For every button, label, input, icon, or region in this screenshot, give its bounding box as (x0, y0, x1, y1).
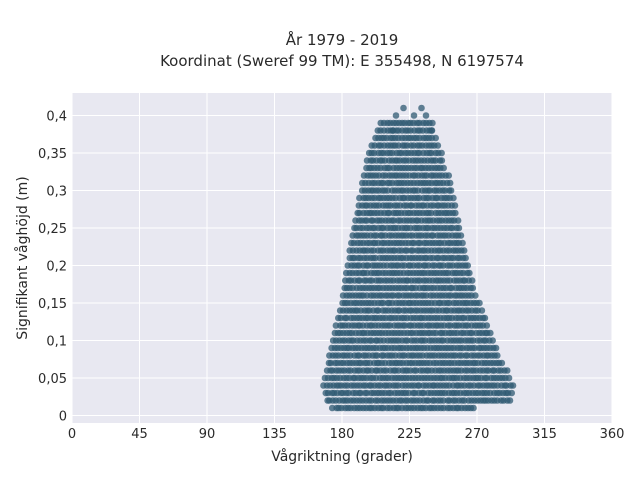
data-point (432, 134, 439, 142)
data-point (451, 202, 459, 209)
x-tick-label: 315 (532, 427, 557, 442)
x-tick-label: 90 (199, 427, 216, 442)
data-point (489, 337, 496, 344)
x-tick-label: 180 (330, 427, 355, 442)
x-tick-label: 45 (131, 427, 148, 442)
data-point (468, 277, 476, 284)
data-point (505, 374, 513, 382)
data-point (434, 142, 442, 149)
y-tick-label: 0,05 (38, 372, 67, 387)
x-tick-label: 0 (68, 427, 76, 442)
data-point (438, 157, 446, 164)
y-tick-label: 0,2 (46, 260, 67, 275)
data-point (492, 344, 500, 352)
data-point (452, 209, 459, 217)
data-point (466, 269, 473, 277)
y-tick-label: 0,15 (38, 297, 67, 312)
x-axis-label: Vågriktning (grader) (271, 448, 413, 465)
data-point (400, 104, 407, 112)
y-axis-label: Signifikant våghöjd (m) (14, 176, 31, 339)
x-tick-label: 135 (262, 427, 287, 442)
y-tick-label: 0,4 (46, 110, 67, 125)
y-tick-label: 0,1 (46, 335, 67, 350)
data-point (508, 389, 516, 397)
data-point (392, 112, 400, 119)
data-point (469, 284, 477, 292)
x-tick-label: 225 (397, 427, 422, 442)
data-point (445, 172, 453, 179)
data-point (429, 119, 436, 127)
data-point (428, 127, 436, 134)
data-point (422, 112, 430, 119)
y-tick-label: 0,3 (46, 185, 67, 200)
chart-title: År 1979 - 2019 (286, 30, 399, 49)
y-tick-label: 0,25 (38, 222, 67, 237)
chart-subtitle: Koordinat (Sweref 99 TM): E 355498, N 61… (160, 52, 524, 70)
data-point (464, 262, 472, 269)
data-point (493, 352, 501, 359)
y-tick-label: 0 (59, 410, 67, 425)
data-point (509, 382, 517, 389)
data-point (457, 232, 465, 239)
data-point (447, 187, 455, 194)
x-tick-label: 270 (465, 427, 490, 442)
data-point (470, 404, 477, 412)
data-point (460, 247, 468, 254)
data-point (446, 179, 454, 187)
data-points (320, 104, 517, 412)
x-axis-ticks: 0 45 90 135 180 225 270 315 360 (68, 427, 625, 442)
data-point (462, 254, 469, 262)
y-axis-ticks: 0 0,05 0,1 0,15 0,2 0,25 0,3 0,35 0,4 (38, 110, 67, 425)
y-tick-label: 0,35 (38, 147, 67, 162)
x-tick-label: 360 (600, 427, 625, 442)
data-point (503, 367, 511, 374)
data-point (481, 314, 489, 322)
data-point (450, 194, 457, 202)
data-point (418, 104, 425, 112)
data-point (438, 149, 445, 157)
data-point (472, 292, 479, 299)
data-point (487, 329, 494, 337)
data-point (478, 307, 486, 314)
data-point (498, 359, 506, 367)
data-point (389, 127, 397, 134)
data-point (454, 217, 462, 224)
data-point (455, 224, 463, 232)
data-point (483, 322, 491, 329)
data-point (476, 299, 483, 307)
data-point (440, 164, 447, 172)
data-point (459, 239, 466, 247)
data-point (410, 112, 418, 119)
data-point (506, 397, 514, 404)
